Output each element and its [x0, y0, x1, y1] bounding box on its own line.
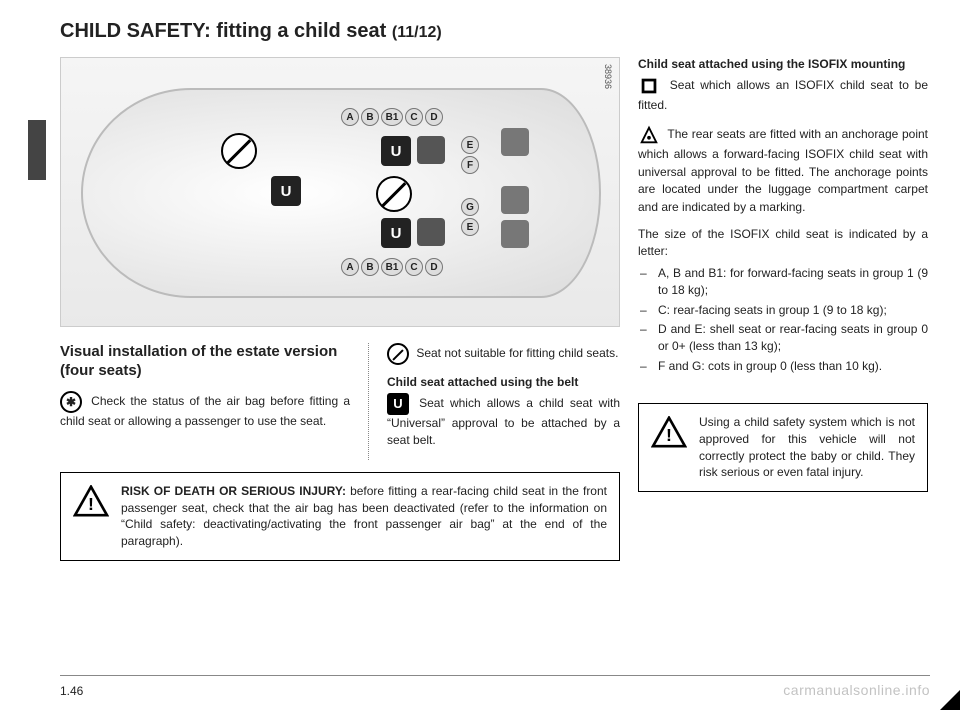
airbag-check-paragraph: ✱ Check the status of the air bag before… — [60, 391, 350, 430]
isofix-anchor-icon — [638, 124, 660, 146]
boot-seat-icon — [501, 128, 529, 156]
manual-page: CHILD SAFETY: fitting a child seat (11/1… — [60, 20, 930, 561]
page-title: CHILD SAFETY: fitting a child seat (11/1… — [60, 20, 930, 43]
callout-letter: G — [461, 198, 479, 216]
page-corner-fold — [940, 690, 960, 710]
warning-bold: RISK OF DEATH OR SERIOUS INJURY: — [121, 484, 350, 498]
callout-letter: E — [461, 218, 479, 236]
isofix-heading: Child seat attached using the ISOFIX mou… — [638, 57, 928, 71]
callout-letter: D — [425, 108, 443, 126]
callout-letter: C — [405, 108, 423, 126]
size-item: D and E: shell seat or rear-facing seats… — [650, 321, 928, 356]
u-badge: U — [271, 176, 301, 206]
size-item: F and G: cots in group 0 (less than 10 k… — [650, 358, 928, 375]
callout-letter: A — [341, 258, 359, 276]
warning-unapproved-seat: ! Using a child safety system which is n… — [638, 403, 928, 492]
u-badge: U — [381, 218, 411, 248]
callout-letter: B1 — [381, 108, 403, 126]
car-seat-diagram: 38936 U U U A B B1 — [60, 57, 620, 327]
airbag-status-icon: ✱ — [60, 391, 82, 413]
callout-letter: B1 — [381, 258, 403, 276]
size-item: C: rear-facing seats in group 1 (9 to 18… — [650, 302, 928, 319]
left-heading: Visual installation of the estate versio… — [60, 343, 350, 381]
isofix-rear-paragraph: The rear seats are fitted with an anchor… — [638, 124, 928, 216]
prohibit-icon — [221, 133, 257, 169]
boot-seat-icon — [501, 186, 529, 214]
callout-letter: C — [405, 258, 423, 276]
airbag-text: Check the status of the air bag before f… — [60, 394, 350, 428]
not-suitable-paragraph: Seat not suitable for fitting child seat… — [387, 343, 620, 365]
size-list: A, B and B1: for forward-facing seats in… — [638, 265, 928, 375]
title-sub: (11/12) — [392, 24, 442, 41]
warning-triangle-icon: ! — [73, 485, 109, 517]
column-right: Child seat attached using the ISOFIX mou… — [638, 57, 928, 561]
isofix-seat-icon — [638, 75, 660, 97]
u-badge: U — [381, 136, 411, 166]
svg-text:!: ! — [666, 425, 672, 445]
figure-number: 38936 — [603, 64, 613, 89]
warning-death-injury: ! RISK OF DEATH OR SERIOUS INJURY: befor… — [60, 472, 620, 561]
isofix-seat-paragraph: Seat which allows an ISOFIX child seat t… — [638, 75, 928, 114]
isofix-rear-text: The rear seats are fitted with an anchor… — [638, 128, 928, 214]
svg-text:!: ! — [88, 494, 94, 514]
child-seat-icon — [417, 136, 445, 164]
size-intro: The size of the ISOFIX child seat is ind… — [638, 226, 928, 261]
warning-text: RISK OF DEATH OR SERIOUS INJURY: before … — [121, 483, 607, 550]
watermark: carmanualsonline.info — [783, 682, 930, 698]
isofix-seat-text: Seat which allows an ISOFIX child seat t… — [638, 78, 928, 112]
callout-letter: B — [361, 258, 379, 276]
title-main: CHILD SAFETY: fitting a child seat — [60, 20, 392, 42]
u-seat-paragraph: U Seat which allows a child seat with “U… — [387, 393, 620, 450]
prohibit-icon — [376, 176, 412, 212]
child-seat-icon — [417, 218, 445, 246]
prohibit-icon — [387, 343, 409, 365]
column-left: Visual installation of the estate versio… — [60, 343, 350, 460]
column-middle: Seat not suitable for fitting child seat… — [368, 343, 620, 460]
u-text: Seat which allows a child seat with “Uni… — [387, 396, 620, 447]
callout-letter: E — [461, 136, 479, 154]
boot-seat-icon — [501, 220, 529, 248]
belt-heading: Child seat attached using the belt — [387, 375, 620, 389]
warning-triangle-icon: ! — [651, 416, 687, 448]
size-item: A, B and B1: for forward-facing seats in… — [650, 265, 928, 300]
callout-letter: D — [425, 258, 443, 276]
section-side-tab — [28, 120, 46, 180]
u-icon: U — [387, 393, 409, 415]
callout-letter: F — [461, 156, 479, 174]
warning-narrow-text: Using a child safety system which is not… — [699, 414, 915, 481]
callout-letter: B — [361, 108, 379, 126]
not-suitable-text: Seat not suitable for fitting child seat… — [413, 346, 618, 360]
page-number: 1.46 — [60, 684, 83, 698]
footer-rule — [60, 675, 930, 676]
callout-letter: A — [341, 108, 359, 126]
